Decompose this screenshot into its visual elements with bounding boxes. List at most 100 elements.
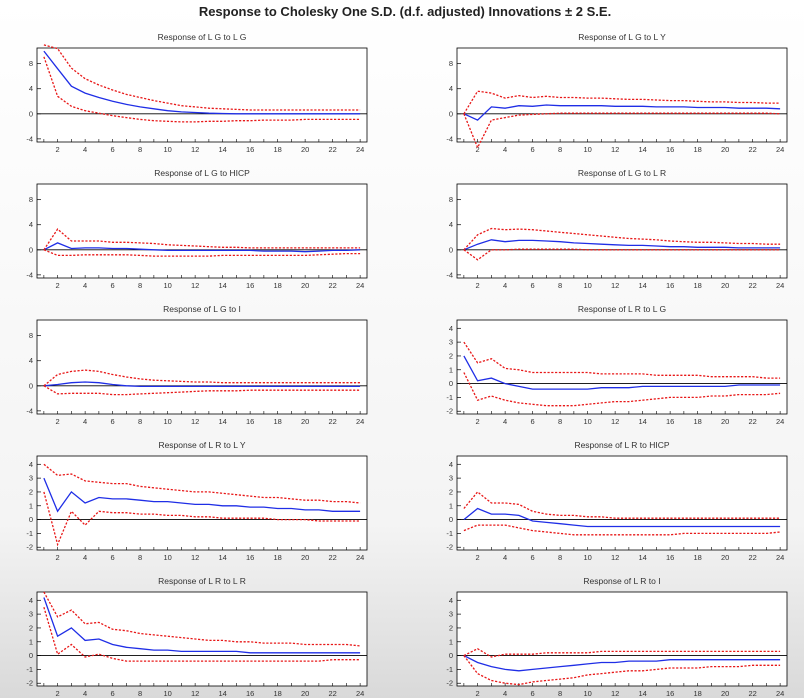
x-tick-label: 22 xyxy=(328,689,336,698)
x-tick-label: 6 xyxy=(111,145,115,154)
x-tick-label: 16 xyxy=(666,145,674,154)
x-tick-label: 6 xyxy=(111,417,115,426)
panel-title: Response of L R to L G xyxy=(578,304,666,314)
y-tick-label: 4 xyxy=(449,596,453,605)
response-line xyxy=(43,477,361,513)
lower-band-line xyxy=(43,56,361,123)
x-tick-label: 14 xyxy=(638,145,646,154)
y-tick-label: 2 xyxy=(449,351,453,360)
x-tick-label: 20 xyxy=(721,689,729,698)
lower-band-line xyxy=(463,112,781,150)
x-tick-label: 20 xyxy=(721,281,729,290)
y-tick-label: -1 xyxy=(446,665,453,674)
x-tick-label: 22 xyxy=(748,417,756,426)
y-tick-label: 4 xyxy=(449,460,453,469)
y-tick-label: 4 xyxy=(29,596,33,605)
x-tick-label: 2 xyxy=(476,145,480,154)
x-tick-label: 20 xyxy=(301,145,309,154)
x-tick-label: 22 xyxy=(328,281,336,290)
x-tick-label: 8 xyxy=(558,689,562,698)
response-line xyxy=(43,50,361,115)
x-tick-label: 14 xyxy=(638,689,646,698)
x-tick-label: 24 xyxy=(776,553,784,562)
lower-band-line xyxy=(463,248,781,261)
x-tick-label: 6 xyxy=(111,689,115,698)
figure-title: Response to Cholesky One S.D. (d.f. adju… xyxy=(199,4,611,19)
x-tick-label: 4 xyxy=(503,417,507,426)
x-tick-label: 22 xyxy=(748,145,756,154)
y-tick-label: 0 xyxy=(449,515,453,524)
y-tick-label: 4 xyxy=(449,84,453,93)
y-tick-label: 0 xyxy=(449,245,453,254)
x-tick-label: 22 xyxy=(328,553,336,562)
y-tick-label: 2 xyxy=(29,487,33,496)
plot-frame xyxy=(456,319,788,415)
x-tick-label: 14 xyxy=(218,145,226,154)
y-tick-label: 3 xyxy=(29,474,33,483)
x-tick-label: 12 xyxy=(191,145,199,154)
upper-band-line xyxy=(463,90,781,115)
panel-title: Response of L G to L Y xyxy=(578,32,666,42)
plot-frame xyxy=(36,319,368,415)
x-tick-label: 2 xyxy=(56,417,60,426)
x-tick-label: 22 xyxy=(748,553,756,562)
x-tick-label: 8 xyxy=(138,281,142,290)
x-tick-label: 4 xyxy=(83,145,87,154)
y-tick-label: 3 xyxy=(449,474,453,483)
response-line xyxy=(463,507,781,528)
x-tick-label: 16 xyxy=(246,145,254,154)
panel-title: Response of L G to L G xyxy=(158,32,247,42)
x-tick-label: 10 xyxy=(583,553,591,562)
x-tick-label: 18 xyxy=(273,417,281,426)
x-tick-label: 20 xyxy=(721,553,729,562)
x-tick-label: 2 xyxy=(476,689,480,698)
plot-frame xyxy=(36,183,368,279)
x-tick-label: 2 xyxy=(56,145,60,154)
y-tick-label: 0 xyxy=(29,245,33,254)
x-tick-label: 4 xyxy=(83,417,87,426)
y-tick-label: 8 xyxy=(449,59,453,68)
x-tick-label: 20 xyxy=(301,553,309,562)
upper-band-line xyxy=(43,369,361,387)
x-tick-label: 8 xyxy=(138,689,142,698)
plot-frame xyxy=(36,47,368,143)
y-tick-label: 2 xyxy=(449,623,453,632)
x-tick-label: 6 xyxy=(111,553,115,562)
x-tick-label: 24 xyxy=(356,145,364,154)
x-tick-label: 18 xyxy=(273,553,281,562)
x-tick-label: 2 xyxy=(56,553,60,562)
response-line xyxy=(43,597,361,654)
y-tick-label: -4 xyxy=(26,270,33,279)
x-tick-label: 4 xyxy=(503,281,507,290)
y-tick-label: 0 xyxy=(29,515,33,524)
x-tick-label: 12 xyxy=(611,689,619,698)
y-tick-label: 0 xyxy=(29,381,33,390)
plot-frame xyxy=(456,47,788,143)
y-tick-label: 4 xyxy=(449,324,453,333)
y-tick-label: 2 xyxy=(449,487,453,496)
y-tick-label: 3 xyxy=(29,610,33,619)
x-tick-label: 4 xyxy=(503,145,507,154)
x-tick-label: 22 xyxy=(328,145,336,154)
y-tick-label: -2 xyxy=(26,679,33,688)
lower-band-line xyxy=(463,524,781,536)
y-tick-label: 4 xyxy=(29,356,33,365)
y-tick-label: -2 xyxy=(446,679,453,688)
y-tick-label: -2 xyxy=(446,407,453,416)
y-tick-label: 8 xyxy=(29,331,33,340)
x-tick-label: 18 xyxy=(693,553,701,562)
y-tick-label: -4 xyxy=(446,270,453,279)
x-tick-label: 2 xyxy=(56,689,60,698)
lower-band-line xyxy=(463,372,781,407)
y-tick-label: 2 xyxy=(29,623,33,632)
y-tick-label: 8 xyxy=(29,195,33,204)
x-tick-label: 24 xyxy=(776,417,784,426)
y-tick-label: 0 xyxy=(449,109,453,118)
x-tick-label: 24 xyxy=(356,417,364,426)
x-tick-label: 8 xyxy=(558,145,562,154)
